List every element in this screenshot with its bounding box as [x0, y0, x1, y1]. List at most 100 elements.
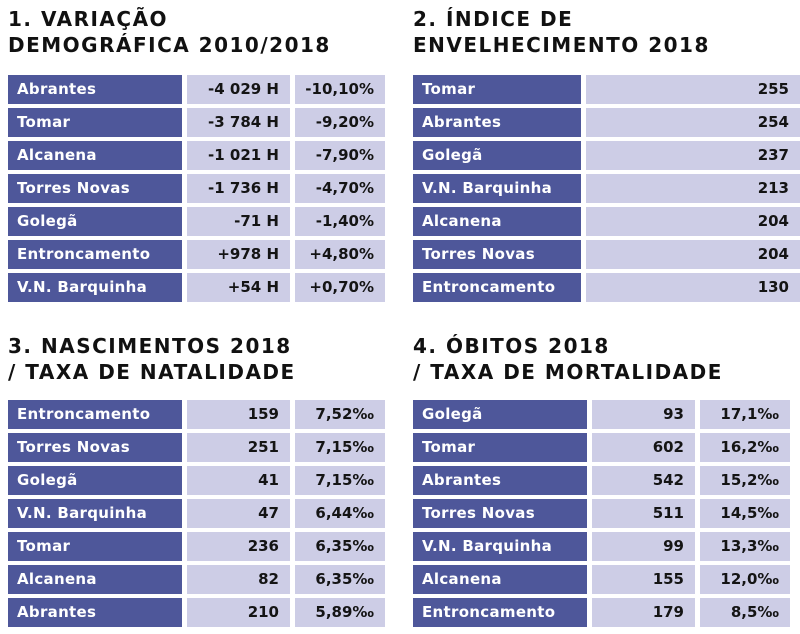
panel-title-line2: / TAXA DE MORTALIDADE — [413, 360, 723, 384]
municipality-cell: Torres Novas — [413, 240, 581, 269]
panel-title-line2: DEMOGRÁFICA 2010/2018 — [8, 33, 331, 57]
rate-cell: 17,1‰ — [700, 400, 790, 429]
value-cell: -4 029 H — [187, 75, 290, 104]
table-row: Torres Novas 511 14,5‰ — [413, 499, 800, 528]
municipality-cell: Entroncamento — [8, 240, 182, 269]
municipality-cell: Torres Novas — [413, 499, 587, 528]
rate-cell: 6,35‰ — [295, 565, 385, 594]
rate-cell: 16,2‰ — [700, 433, 790, 462]
panel-title-line1: 3. NASCIMENTOS 2018 — [8, 334, 292, 358]
rate-cell: 7,52‰ — [295, 400, 385, 429]
value-cell: 511 — [592, 499, 695, 528]
panel-title-line2: ENVELHECIMENTO 2018 — [413, 33, 710, 57]
municipality-cell: Abrantes — [8, 598, 182, 627]
panel-nascimentos: 3. NASCIMENTOS 2018 / TAXA DE NATALIDADE… — [8, 333, 395, 633]
municipality-cell: V.N. Barquinha — [413, 532, 587, 561]
municipality-cell: Alcanena — [413, 565, 587, 594]
municipality-cell: V.N. Barquinha — [8, 499, 182, 528]
rate-cell: -10,10% — [295, 75, 385, 104]
value-cell: 602 — [592, 433, 695, 462]
value-cell: 130 — [586, 273, 800, 302]
panel-title-line1: 2. ÍNDICE DE — [413, 7, 574, 31]
municipality-cell: Tomar — [413, 433, 587, 462]
value-cell: -71 H — [187, 207, 290, 236]
rate-cell: +4,80% — [295, 240, 385, 269]
table-row: Abrantes 254 — [413, 108, 800, 137]
table-row: Tomar -3 784 H -9,20% — [8, 108, 395, 137]
value-cell: 237 — [586, 141, 800, 170]
municipality-cell: Golegã — [413, 141, 581, 170]
panel-obitos: 4. ÓBITOS 2018 / TAXA DE MORTALIDADE Gol… — [413, 333, 800, 633]
municipality-cell: Tomar — [413, 75, 581, 104]
value-cell: 236 — [187, 532, 290, 561]
value-cell: 204 — [586, 207, 800, 236]
table-row: Alcanena -1 021 H -7,90% — [8, 141, 395, 170]
value-cell: 251 — [187, 433, 290, 462]
value-cell: 542 — [592, 466, 695, 495]
table-row: Alcanena 155 12,0‰ — [413, 565, 800, 594]
rate-cell: -7,90% — [295, 141, 385, 170]
municipality-cell: Alcanena — [413, 207, 581, 236]
municipality-cell: Entroncamento — [413, 273, 581, 302]
value-cell: 47 — [187, 499, 290, 528]
panel-title: 3. NASCIMENTOS 2018 / TAXA DE NATALIDADE — [8, 333, 395, 385]
table-row: Tomar 602 16,2‰ — [413, 433, 800, 462]
value-cell: 99 — [592, 532, 695, 561]
table-row: Alcanena 82 6,35‰ — [8, 565, 395, 594]
table-row: V.N. Barquinha 47 6,44‰ — [8, 499, 395, 528]
rate-cell: -1,40% — [295, 207, 385, 236]
rate-cell: 13,3‰ — [700, 532, 790, 561]
rate-cell: 6,35‰ — [295, 532, 385, 561]
value-cell: 255 — [586, 75, 800, 104]
municipality-cell: Alcanena — [8, 565, 182, 594]
value-cell: 159 — [187, 400, 290, 429]
panel-title: 1. VARIAÇÃO DEMOGRÁFICA 2010/2018 — [8, 6, 395, 58]
table-row: Entroncamento 159 7,52‰ — [8, 400, 395, 429]
table-row: Abrantes 210 5,89‰ — [8, 598, 395, 627]
municipality-cell: Golegã — [8, 207, 182, 236]
table-row: Torres Novas 251 7,15‰ — [8, 433, 395, 462]
value-cell: 41 — [187, 466, 290, 495]
value-cell: 155 — [592, 565, 695, 594]
municipality-cell: Tomar — [8, 108, 182, 137]
table-row: Golegã -71 H -1,40% — [8, 207, 395, 236]
table-row: Torres Novas 204 — [413, 240, 800, 269]
value-cell: +978 H — [187, 240, 290, 269]
rate-cell: -9,20% — [295, 108, 385, 137]
value-cell: 254 — [586, 108, 800, 137]
municipality-cell: V.N. Barquinha — [8, 273, 182, 302]
rate-cell: 15,2‰ — [700, 466, 790, 495]
value-cell: 210 — [187, 598, 290, 627]
data-table: Golegã 93 17,1‰ Tomar 602 16,2‰ Abrantes 542 15,… — [413, 400, 800, 631]
rate-cell: 5,89‰ — [295, 598, 385, 627]
municipality-cell: Abrantes — [8, 75, 182, 104]
rate-cell: +0,70% — [295, 273, 385, 302]
table-row: Alcanena 204 — [413, 207, 800, 236]
rate-cell: 6,44‰ — [295, 499, 385, 528]
municipality-cell: Entroncamento — [413, 598, 587, 627]
value-cell: -1 736 H — [187, 174, 290, 203]
data-table: Tomar 255 Abrantes 254 Golegã 237 V.N. Barquin… — [413, 75, 800, 306]
value-cell: -3 784 H — [187, 108, 290, 137]
panel-title-line1: 1. VARIAÇÃO — [8, 7, 169, 31]
municipality-cell: Torres Novas — [8, 174, 182, 203]
table-row: Abrantes -4 029 H -10,10% — [8, 75, 395, 104]
panel-title: 4. ÓBITOS 2018 / TAXA DE MORTALIDADE — [413, 333, 800, 385]
municipality-cell: Entroncamento — [8, 400, 182, 429]
table-row: V.N. Barquinha +54 H +0,70% — [8, 273, 395, 302]
table-row: V.N. Barquinha 99 13,3‰ — [413, 532, 800, 561]
table-row: Tomar 255 — [413, 75, 800, 104]
value-cell: 93 — [592, 400, 695, 429]
value-cell: 204 — [586, 240, 800, 269]
table-row: V.N. Barquinha 213 — [413, 174, 800, 203]
rate-cell: 8,5‰ — [700, 598, 790, 627]
value-cell: +54 H — [187, 273, 290, 302]
municipality-cell: Tomar — [8, 532, 182, 561]
rate-cell: -4,70% — [295, 174, 385, 203]
value-cell: 82 — [187, 565, 290, 594]
value-cell: 179 — [592, 598, 695, 627]
table-row: Entroncamento 130 — [413, 273, 800, 302]
rate-cell: 7,15‰ — [295, 466, 385, 495]
panel-title-line1: 4. ÓBITOS 2018 — [413, 334, 610, 358]
value-cell: -1 021 H — [187, 141, 290, 170]
